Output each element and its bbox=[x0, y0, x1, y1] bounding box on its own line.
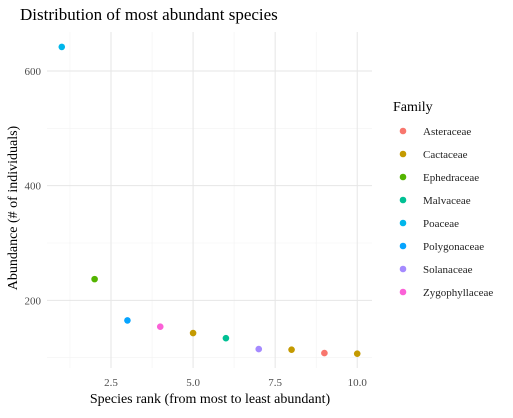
data-point bbox=[91, 275, 98, 283]
legend-label: Polygonaceae bbox=[423, 241, 484, 253]
legend-key bbox=[399, 173, 407, 181]
legend-label: Asteraceae bbox=[423, 126, 471, 138]
legend-label: Zygophyllaceae bbox=[423, 287, 493, 299]
x-axis-ticks: 2.5 5.0 7.5 10.0 bbox=[104, 377, 367, 389]
legend-label: Malvaceae bbox=[423, 195, 471, 207]
x-axis-title: Species rank (from most to least abundan… bbox=[90, 392, 331, 407]
data-point bbox=[222, 334, 230, 342]
legend-key bbox=[399, 196, 407, 204]
data-point bbox=[156, 323, 164, 331]
data-point bbox=[189, 329, 197, 337]
y-axis-title: Abundance (# of individuals) bbox=[6, 125, 21, 290]
legend-key bbox=[399, 127, 407, 135]
legend-label: Cactaceae bbox=[423, 149, 468, 161]
legend-key bbox=[399, 288, 407, 296]
data-point bbox=[255, 345, 263, 353]
y-tick-label: 600 bbox=[25, 66, 42, 78]
legend-label: Solanaceae bbox=[423, 264, 473, 276]
x-tick-label: 2.5 bbox=[104, 377, 118, 389]
legend-key bbox=[399, 265, 407, 273]
legend-label: Ephedraceae bbox=[423, 172, 479, 184]
x-tick-label: 10.0 bbox=[348, 377, 368, 389]
legend: Asteraceae Cactaceae Ephedraceae Malvaceae P… bbox=[399, 126, 493, 299]
legend-key bbox=[399, 219, 407, 227]
data-point bbox=[58, 43, 66, 51]
y-tick-label: 200 bbox=[25, 295, 42, 307]
data-point bbox=[124, 317, 131, 324]
legend-label: Poaceae bbox=[423, 218, 459, 230]
legend-key bbox=[399, 150, 407, 158]
y-axis-ticks: 200 400 600 bbox=[25, 66, 42, 307]
legend-title: Family bbox=[393, 100, 433, 115]
data-points bbox=[58, 43, 361, 357]
x-tick-label: 5.0 bbox=[186, 377, 200, 389]
chart-title: Distribution of most abundant species bbox=[20, 5, 278, 24]
x-tick-label: 7.5 bbox=[268, 377, 282, 389]
y-tick-label: 400 bbox=[25, 181, 42, 193]
legend-key bbox=[399, 242, 407, 250]
grid-lines bbox=[47, 32, 372, 368]
data-point bbox=[353, 350, 361, 357]
data-point bbox=[288, 346, 295, 353]
data-point bbox=[321, 349, 328, 357]
